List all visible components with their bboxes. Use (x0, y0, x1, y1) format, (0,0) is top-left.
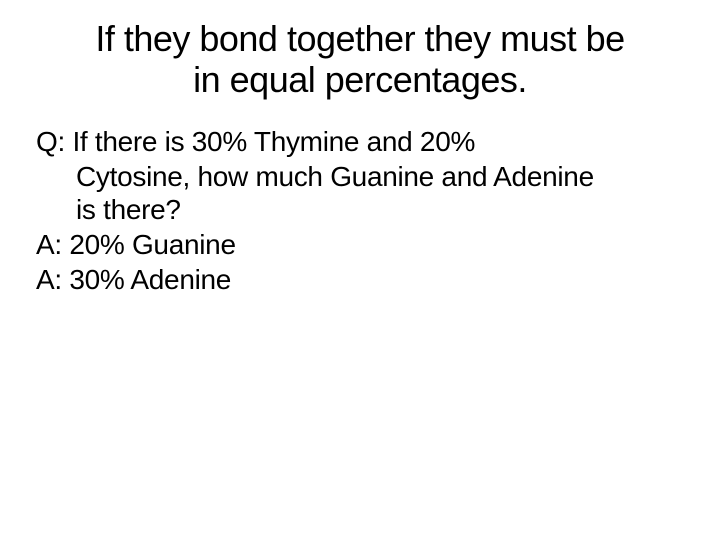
question-line-2: Cytosine, how much Guanine and Adenine (36, 160, 684, 193)
question-line-1: Q: If there is 30% Thymine and 20% (36, 125, 684, 158)
answer-2: A: 30% Adenine (36, 263, 684, 296)
title-line-2: in equal percentages. (193, 59, 527, 100)
slide: If they bond together they must be in eq… (0, 0, 720, 540)
slide-title: If they bond together they must be in eq… (36, 18, 684, 101)
title-line-1: If they bond together they must be (95, 18, 624, 59)
question-line-3: is there? (36, 193, 684, 226)
answer-1: A: 20% Guanine (36, 228, 684, 261)
slide-body: Q: If there is 30% Thymine and 20% Cytos… (36, 125, 684, 296)
